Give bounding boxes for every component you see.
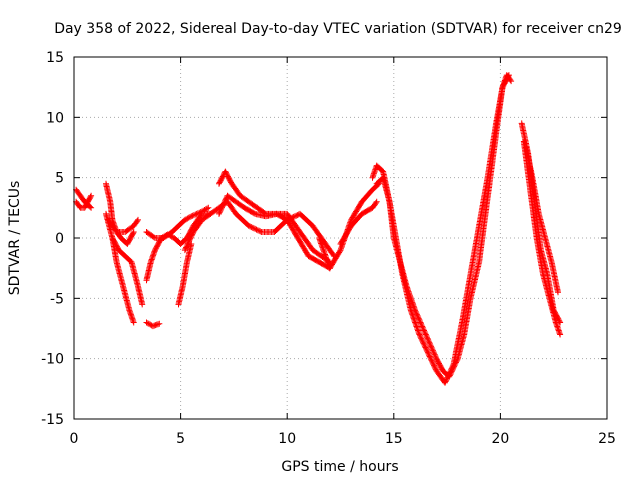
- y-tick-label: 10: [46, 110, 64, 126]
- x-tick-label: 10: [278, 431, 296, 447]
- series-track-10: [175, 241, 195, 308]
- series-track-20: [520, 138, 564, 338]
- series-track-15: [337, 198, 380, 247]
- data-marker-path: [373, 72, 512, 386]
- y-tick-label: 5: [55, 171, 64, 187]
- data-marker-path: [175, 241, 195, 308]
- x-tick-label: 25: [598, 431, 616, 447]
- data-points: [73, 72, 564, 386]
- data-marker-path: [105, 216, 141, 235]
- x-tick-label: 5: [176, 431, 185, 447]
- data-marker-path: [143, 319, 163, 330]
- y-tick-label: -15: [41, 412, 64, 428]
- series-track-7: [143, 319, 163, 330]
- series-track-5: [105, 216, 141, 235]
- y-tick-label: 0: [55, 231, 64, 247]
- data-marker-path: [337, 198, 380, 247]
- x-tick-label: 20: [491, 431, 509, 447]
- y-tick-label: -5: [50, 291, 64, 307]
- series-track-17: [373, 72, 512, 386]
- series-track-2: [73, 192, 95, 211]
- x-tick-label: 15: [385, 431, 403, 447]
- data-marker-path: [109, 235, 146, 308]
- series-track-13: [216, 192, 333, 272]
- series-track-6: [109, 235, 146, 308]
- y-tick-label: 15: [46, 50, 64, 66]
- y-axis-title: SDTVAR / TECUs: [7, 181, 23, 296]
- y-tick-label: -10: [41, 352, 64, 368]
- series-track-9: [143, 210, 214, 284]
- data-marker-path: [216, 192, 333, 272]
- data-marker-path: [520, 138, 564, 338]
- x-axis-title: GPS time / hours: [281, 459, 398, 475]
- plot-frame: [73, 56, 608, 420]
- x-tick-label: 0: [70, 431, 79, 447]
- chart-title: Day 358 of 2022, Sidereal Day-to-day VTE…: [54, 21, 622, 37]
- data-marker-path: [73, 192, 95, 211]
- data-marker-path: [143, 210, 214, 284]
- tick-labels: 0 5 10 15 20 25 -15 -10 -5 0 5 10 15: [41, 50, 616, 447]
